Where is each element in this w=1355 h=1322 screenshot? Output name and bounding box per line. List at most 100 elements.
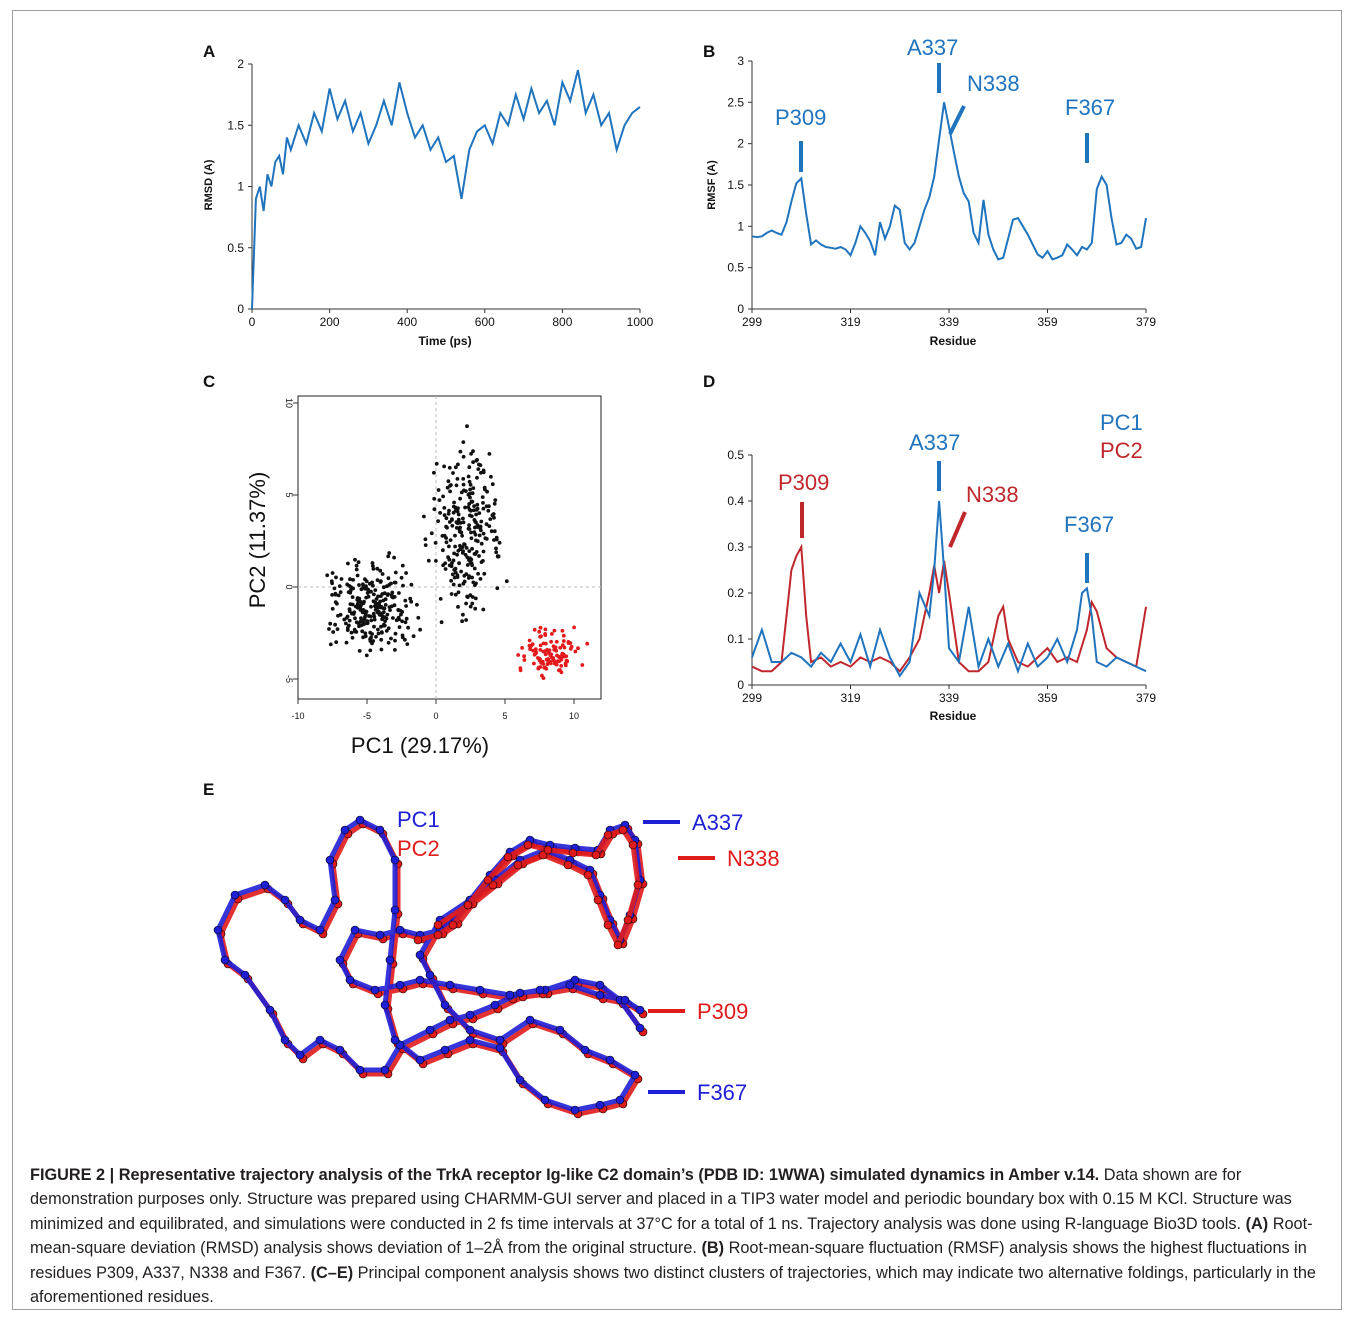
scatter-point-black	[363, 631, 368, 636]
scatter-point-black	[488, 517, 493, 521]
scatter-point-black	[357, 649, 362, 653]
scatter-point-black	[328, 621, 333, 626]
scatter-point-black	[493, 498, 498, 502]
scatter-point-black	[492, 538, 496, 542]
scatter-point-black	[371, 564, 375, 568]
backbone-atom	[213, 925, 223, 935]
scatter-point-black	[456, 506, 460, 511]
scatter-point-black	[494, 535, 499, 540]
scatter-point-black	[467, 479, 472, 484]
panel-c-points	[325, 424, 590, 680]
y-tick-label: 2	[237, 57, 244, 71]
scatter-point-black	[328, 642, 333, 647]
scatter-point-black	[489, 529, 494, 534]
scatter-point-black	[397, 625, 402, 629]
panel-d-legend-pc1: PC1	[1100, 410, 1143, 435]
caption-title: FIGURE 2 | Representative trajectory ana…	[30, 1166, 1100, 1184]
scatter-point-black	[385, 612, 390, 617]
scatter-point-black	[479, 470, 483, 475]
scatter-point-black	[470, 601, 475, 606]
x-tick-label: 10	[569, 711, 579, 721]
scatter-point-black	[461, 520, 466, 525]
scatter-point-black	[458, 525, 462, 530]
scatter-point-black	[452, 500, 456, 505]
scatter-point-black	[423, 543, 428, 547]
scatter-point-black	[348, 577, 352, 582]
backbone-atom	[603, 830, 613, 840]
scatter-point-black	[418, 627, 422, 632]
scatter-point-black	[446, 511, 451, 516]
backbone-atom	[513, 860, 523, 870]
backbone-atom	[505, 990, 515, 1000]
scatter-point-black	[381, 585, 386, 590]
scatter-point-black	[404, 571, 408, 575]
scatter-point-red	[562, 645, 567, 650]
scatter-point-black	[371, 611, 376, 616]
backbone-atom	[315, 925, 325, 935]
scatter-point-red	[566, 640, 571, 644]
scatter-point-black	[482, 571, 487, 576]
scatter-point-black	[385, 593, 390, 597]
scatter-point-black	[361, 582, 365, 587]
scatter-point-black	[460, 545, 465, 550]
scatter-point-black	[473, 606, 478, 611]
y-tick-label: 1	[737, 219, 744, 233]
x-tick-label: -5	[363, 711, 371, 721]
scatter-point-black	[482, 485, 487, 490]
scatter-point-black	[372, 614, 377, 619]
panel-b-annotations: P309 A337 N338 F367	[775, 35, 1115, 172]
annotation-p309: P309	[775, 105, 826, 130]
y-tick-label: 5	[284, 492, 294, 497]
backbone-atom	[390, 855, 400, 865]
scatter-point-black	[333, 600, 338, 604]
scatter-point-black	[357, 583, 361, 587]
x-tick-label: 299	[742, 691, 762, 705]
scatter-point-black	[491, 512, 496, 516]
backbone-atom	[490, 1000, 500, 1010]
scatter-point-black	[477, 533, 482, 538]
scatter-point-black	[349, 630, 354, 635]
scatter-point-black	[467, 465, 472, 470]
scatter-point-red	[555, 653, 559, 658]
scatter-point-black	[479, 541, 484, 546]
backbone-atom	[295, 915, 305, 925]
scatter-point-black	[363, 611, 368, 616]
scatter-point-black	[475, 475, 479, 480]
scatter-point-black	[456, 512, 461, 517]
scatter-point-black	[385, 584, 389, 589]
scatter-point-red	[554, 639, 559, 644]
scatter-point-black	[389, 593, 394, 597]
panel-a-axes: 0 200 400 600 800 1000 0 0.5 1 1.5 2	[227, 57, 653, 329]
scatter-point-black	[444, 540, 449, 545]
backbone-atom	[390, 1035, 400, 1045]
scatter-point-black	[471, 508, 476, 513]
scatter-point-black	[450, 517, 454, 521]
y-tick-label: 1.5	[227, 118, 244, 132]
caption-a-text: Root-mean-square deviation (RMSD) analys…	[30, 1214, 1313, 1258]
scatter-point-black	[444, 524, 448, 529]
scatter-point-black	[399, 575, 404, 580]
scatter-point-black	[455, 552, 459, 557]
scatter-point-black	[379, 613, 384, 618]
d-annotation-a337: A337	[909, 430, 960, 455]
scatter-point-black	[464, 618, 468, 622]
scatter-point-black	[376, 609, 381, 614]
backbone-atom	[620, 995, 630, 1005]
scatter-point-black	[381, 598, 386, 603]
y-tick-label: 0.2	[727, 586, 744, 600]
scatter-point-black	[437, 498, 442, 502]
scatter-point-black	[487, 452, 492, 456]
y-tick-label: 0	[237, 302, 244, 316]
scatter-point-black	[355, 597, 360, 602]
backbone-atom	[380, 1000, 390, 1010]
scatter-point-black	[473, 552, 478, 556]
scatter-point-black	[368, 614, 373, 619]
scatter-point-black	[467, 507, 472, 512]
scatter-point-black	[404, 616, 409, 621]
panel-e-legend-pc1: PC1	[397, 807, 440, 832]
scatter-point-black	[369, 618, 374, 623]
backbone-atom	[395, 925, 405, 935]
scatter-point-black	[471, 486, 476, 490]
backbone-atom	[543, 845, 553, 855]
scatter-point-black	[405, 642, 410, 646]
